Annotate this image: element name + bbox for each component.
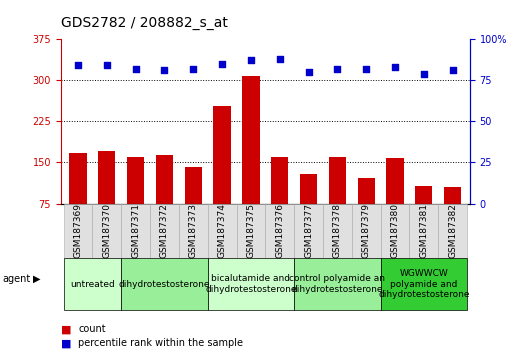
- Bar: [444, 187, 461, 245]
- Text: bicalutamide and
dihydrotestosterone: bicalutamide and dihydrotestosterone: [205, 274, 297, 294]
- Text: GSM187370: GSM187370: [102, 204, 111, 258]
- Text: ▶: ▶: [33, 274, 40, 284]
- Point: [74, 62, 82, 68]
- Text: GSM187381: GSM187381: [419, 204, 428, 258]
- Point: [420, 71, 428, 76]
- Text: GSM187373: GSM187373: [189, 204, 198, 258]
- Text: GSM187378: GSM187378: [333, 204, 342, 258]
- Bar: [386, 158, 403, 245]
- Text: dihydrotestosterone: dihydrotestosterone: [119, 280, 210, 289]
- Point: [276, 56, 284, 62]
- Bar: [98, 152, 116, 245]
- Text: GSM187382: GSM187382: [448, 204, 457, 258]
- Point: [448, 67, 457, 73]
- Text: GSM187369: GSM187369: [73, 204, 82, 258]
- Point: [189, 66, 197, 72]
- Bar: [69, 153, 87, 245]
- Point: [218, 61, 227, 67]
- Bar: [127, 157, 144, 245]
- Text: ■: ■: [61, 324, 71, 334]
- Text: GSM187376: GSM187376: [275, 204, 284, 258]
- Point: [333, 66, 342, 72]
- Bar: [329, 157, 346, 245]
- Text: control polyamide an
dihydrotestosterone: control polyamide an dihydrotestosterone: [289, 274, 385, 294]
- Point: [391, 64, 399, 70]
- Point: [131, 66, 140, 72]
- Text: GSM187377: GSM187377: [304, 204, 313, 258]
- Point: [362, 66, 371, 72]
- Bar: [415, 186, 432, 245]
- Text: GSM187372: GSM187372: [160, 204, 169, 258]
- Bar: [357, 178, 375, 245]
- Text: GSM187374: GSM187374: [218, 204, 227, 258]
- Bar: [185, 167, 202, 245]
- Text: GSM187380: GSM187380: [391, 204, 400, 258]
- Point: [304, 69, 313, 75]
- Bar: [271, 157, 288, 245]
- Text: ■: ■: [61, 338, 71, 348]
- Bar: [242, 76, 260, 245]
- Text: GSM187379: GSM187379: [362, 204, 371, 258]
- Text: agent: agent: [3, 274, 31, 284]
- Text: percentile rank within the sample: percentile rank within the sample: [78, 338, 243, 348]
- Text: count: count: [78, 324, 106, 334]
- Text: GSM187371: GSM187371: [131, 204, 140, 258]
- Point: [247, 57, 255, 63]
- Point: [102, 62, 111, 68]
- Bar: [156, 155, 173, 245]
- Bar: [300, 175, 317, 245]
- Text: GSM187375: GSM187375: [247, 204, 256, 258]
- Text: WGWWCW
polyamide and
dihydrotestosterone: WGWWCW polyamide and dihydrotestosterone: [378, 269, 469, 299]
- Text: untreated: untreated: [70, 280, 115, 289]
- Text: GDS2782 / 208882_s_at: GDS2782 / 208882_s_at: [61, 16, 228, 30]
- Bar: [213, 107, 231, 245]
- Point: [160, 67, 168, 73]
